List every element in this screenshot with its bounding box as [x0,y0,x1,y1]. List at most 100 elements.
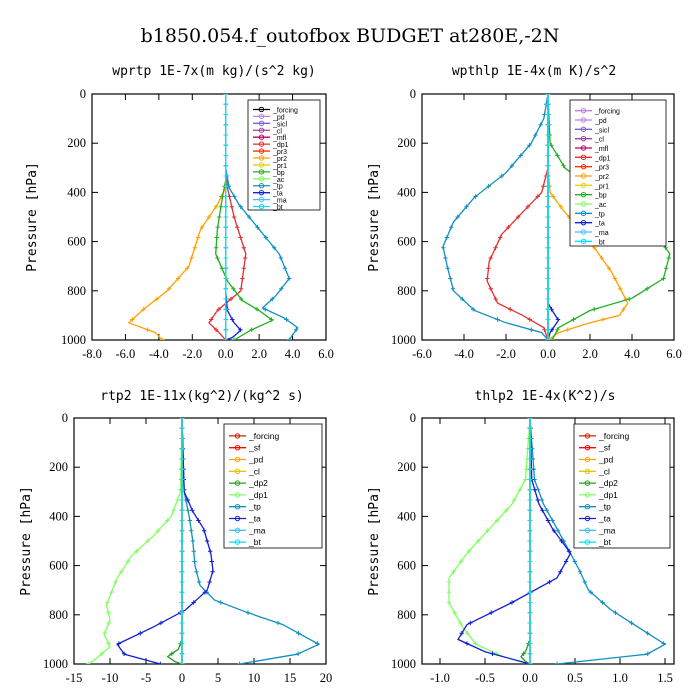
y-tick-label: 0 [410,411,416,425]
y-tick-label: 400 [397,185,416,199]
y-tick-label: 0 [62,411,68,425]
series-marker [509,163,515,168]
legend-entry: _forcing [248,431,280,441]
series-marker [241,245,247,250]
series-marker [486,184,491,189]
series-marker [230,317,235,322]
x-tick-label: 2.0 [582,347,598,361]
series-marker [527,518,533,523]
series-marker [446,590,452,595]
legend-entry: _ac [272,177,285,184]
legend-marker [258,141,265,147]
series-marker [215,225,220,230]
y-tick-label: 800 [397,608,416,622]
series-marker [485,528,490,533]
legend-marker [234,539,241,545]
series-marker [521,651,526,656]
series-marker [235,225,240,230]
series-marker [187,518,192,523]
legend-entry: _pr1 [594,183,609,190]
legend-marker [234,515,241,522]
series-marker [106,610,111,615]
series-marker [196,518,201,523]
series-marker [494,518,500,523]
y-tick-label: 800 [49,608,68,622]
legend-entry: _ma [248,525,266,535]
legend-marker [584,433,591,439]
legend-marker [580,210,587,217]
series-marker [254,307,260,312]
y-tick-label: 600 [397,235,416,249]
series-marker [223,235,228,240]
y-tick-label: 200 [49,460,68,474]
legend-marker [584,539,591,545]
series-marker [527,538,533,544]
series-marker [644,286,650,291]
series-marker [527,487,533,492]
series-marker [473,194,478,199]
series-marker [515,214,521,220]
series-marker [223,163,228,168]
series-marker [545,153,551,158]
series-marker [488,286,493,291]
legend-marker [234,445,241,451]
series-marker [189,528,194,533]
series-marker [554,661,560,664]
legend-entry: _sicl [272,121,287,128]
series-marker [138,631,143,636]
series-marker [213,245,219,250]
series-marker [179,549,185,554]
series-marker [228,296,234,302]
series-marker [179,661,185,664]
series-marker [498,235,503,240]
panel-rtp2: rtp2 1E-11x(kg^2)/(kg^2 s) Pressure [hPa]… [19,389,332,685]
series-marker [613,610,618,615]
series-marker [189,255,194,261]
series-marker [165,518,170,523]
series-marker [263,307,268,312]
series-marker [287,337,292,340]
y-axis-label: Pressure [hPa] [25,162,40,272]
series-line-dp1 [88,418,183,664]
series-marker [263,235,269,240]
series-marker [229,204,234,209]
legend-marker [580,238,587,245]
series-marker [509,600,515,605]
x-tick-label: -4.0 [454,347,474,361]
legend-marker [258,183,265,189]
series-marker [506,225,511,230]
series-marker [119,569,124,574]
series-marker [179,426,185,431]
legend-marker [580,173,587,179]
series-marker [545,184,551,189]
series-marker [446,579,452,585]
series-marker [558,569,563,574]
plot-frame [73,417,327,665]
series-marker [545,296,551,302]
series-marker [565,327,570,332]
legend-marker [234,433,241,439]
legend-marker [258,176,265,182]
series-marker [527,497,533,503]
y-tick-label: 1000 [61,333,86,347]
series-marker [606,266,612,271]
series-marker [517,487,523,492]
y-tick-label: 600 [397,559,416,573]
series-marker [141,307,146,312]
series-marker [450,286,456,291]
series-marker [541,184,546,189]
legend-entry: _bt [248,537,261,547]
series-marker [216,307,222,312]
series-marker [179,590,185,595]
legend-marker [584,456,591,463]
legend-marker [234,468,241,474]
series-marker [545,143,551,148]
legend-marker [258,134,265,140]
y-tick-label: 400 [397,509,416,523]
series-marker [518,153,523,158]
series-marker [486,266,491,271]
x-tick-label: -2.0 [496,347,516,361]
series-marker [241,266,247,271]
series-marker [493,245,498,250]
legend-entry: _pr3 [272,149,287,156]
